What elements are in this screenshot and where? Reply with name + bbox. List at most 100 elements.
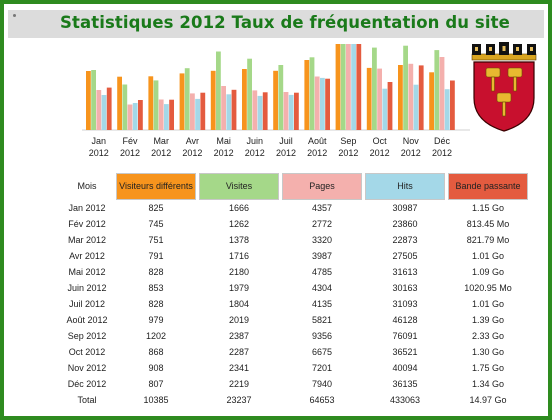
- table-cell: 1262: [228, 219, 250, 229]
- x-tick-label: Déc: [434, 136, 451, 146]
- table-cell: 828: [148, 299, 164, 309]
- bar: [164, 104, 169, 130]
- x-tick-label: 2012: [214, 148, 234, 158]
- table-cell: 979: [148, 315, 164, 325]
- table-cell: 813.45 Mo: [466, 219, 510, 229]
- bar: [294, 92, 299, 130]
- bar: [158, 99, 164, 130]
- table-row: Mar 2012 751 1378 3320 22873 821.79 Mo: [61, 232, 528, 248]
- row-label: Mai 2012: [68, 267, 106, 277]
- bar: [325, 78, 330, 130]
- table-cell: 46128: [392, 315, 418, 325]
- table-cell: 2387: [228, 331, 250, 341]
- table-row: Juil 2012 828 1804 4135 31093 1.01 Go: [61, 296, 528, 312]
- bar: [377, 68, 382, 130]
- bar: [184, 68, 190, 130]
- table-cell: 1.01 Go: [471, 251, 505, 261]
- bar: [200, 92, 206, 130]
- table-cell: 828: [148, 267, 164, 277]
- bar: [179, 73, 185, 130]
- table-cell: 1.09 Go: [471, 267, 505, 277]
- bar: [398, 65, 403, 130]
- stats-table: Mois Visiteurs différents Visites Pages …: [58, 173, 531, 408]
- bar: [450, 80, 455, 130]
- row-label: Fév 2012: [68, 219, 106, 229]
- bar: [278, 65, 284, 130]
- col-header-hits: Hits: [365, 173, 445, 200]
- x-tick-label: Nov: [403, 136, 420, 146]
- bar: [226, 94, 232, 130]
- table-cell: 22873: [392, 235, 418, 245]
- table-cell: 2287: [228, 347, 250, 357]
- bar: [320, 77, 325, 130]
- col-header-visiteurs: Visiteurs différents: [116, 173, 196, 200]
- x-tick-label: Jan: [92, 136, 107, 146]
- row-label: Jan 2012: [68, 203, 106, 213]
- table-cell: 30163: [392, 283, 418, 293]
- bar: [366, 67, 372, 130]
- table-cell: 868: [148, 347, 164, 357]
- x-tick-label: Fév: [122, 136, 138, 146]
- table-cell: 821.79 Mo: [466, 235, 510, 245]
- bar: [86, 71, 91, 130]
- table-cell: 1.01 Go: [471, 299, 505, 309]
- table-cell: 4135: [311, 299, 333, 309]
- x-tick-label: 2012: [370, 148, 390, 158]
- table-cell: 2772: [311, 219, 333, 229]
- table-row: Sep 2012 1202 2387 9356 76091 2.33 Go: [61, 328, 528, 344]
- table-cell: 23237: [226, 395, 252, 405]
- bar: [247, 58, 252, 131]
- col-header-mois: Mois: [77, 181, 97, 191]
- row-label: Août 2012: [66, 315, 108, 325]
- x-tick-label: Sep: [340, 136, 356, 146]
- bar: [346, 44, 351, 130]
- table-cell: 27505: [392, 251, 418, 261]
- x-tick-label: 2012: [182, 148, 202, 158]
- bar: [340, 44, 346, 130]
- table-cell: 2341: [228, 363, 250, 373]
- table-cell: 1666: [228, 203, 250, 213]
- bar: [153, 80, 159, 130]
- table-cell: 36135: [392, 379, 418, 389]
- bar: [304, 60, 310, 130]
- x-tick-label: 2012: [276, 148, 296, 158]
- bar: [382, 88, 388, 130]
- bar: [288, 94, 294, 130]
- table-cell: 807: [148, 379, 164, 389]
- x-tick-label: 2012: [307, 148, 327, 158]
- table-cell: 7940: [311, 379, 333, 389]
- table-cell: 1378: [228, 235, 250, 245]
- title-bar: [8, 10, 544, 38]
- table-cell: 1716: [228, 251, 250, 261]
- table-cell: 2019: [228, 315, 250, 325]
- bar: [96, 90, 102, 130]
- table-cell: 2180: [228, 267, 250, 277]
- x-tick-label: 2012: [432, 148, 452, 158]
- table-cell: 908: [148, 363, 164, 373]
- bar: [273, 70, 278, 130]
- bar: [283, 92, 289, 130]
- table-cell: 2219: [228, 379, 250, 389]
- x-tick-label: 2012: [401, 148, 421, 158]
- x-tick-label: Oct: [373, 136, 388, 146]
- row-label: Sep 2012: [67, 331, 107, 341]
- table-cell: 7201: [311, 363, 333, 373]
- bar: [439, 57, 445, 130]
- bar: [190, 93, 195, 130]
- x-tick-label: 2012: [120, 148, 140, 158]
- table-cell: 433063: [389, 395, 421, 405]
- row-label: Avr 2012: [69, 251, 105, 261]
- bar: [91, 70, 96, 130]
- table-cell: 1.75 Go: [471, 363, 505, 373]
- bar: [408, 63, 414, 130]
- table-row: Août 2012 979 2019 5821 46128 1.39 Go: [61, 312, 528, 328]
- table-row: Fév 2012 745 1262 2772 23860 813.45 Mo: [61, 216, 528, 232]
- table-cell: 4304: [311, 283, 333, 293]
- table-cell: 64653: [309, 395, 335, 405]
- x-tick-label: Mar: [153, 136, 169, 146]
- table-cell: 76091: [392, 331, 418, 341]
- row-label: Déc 2012: [67, 379, 107, 389]
- bar: [351, 44, 356, 130]
- x-tick-label: 2012: [245, 148, 265, 158]
- row-label: Juin 2012: [67, 283, 107, 293]
